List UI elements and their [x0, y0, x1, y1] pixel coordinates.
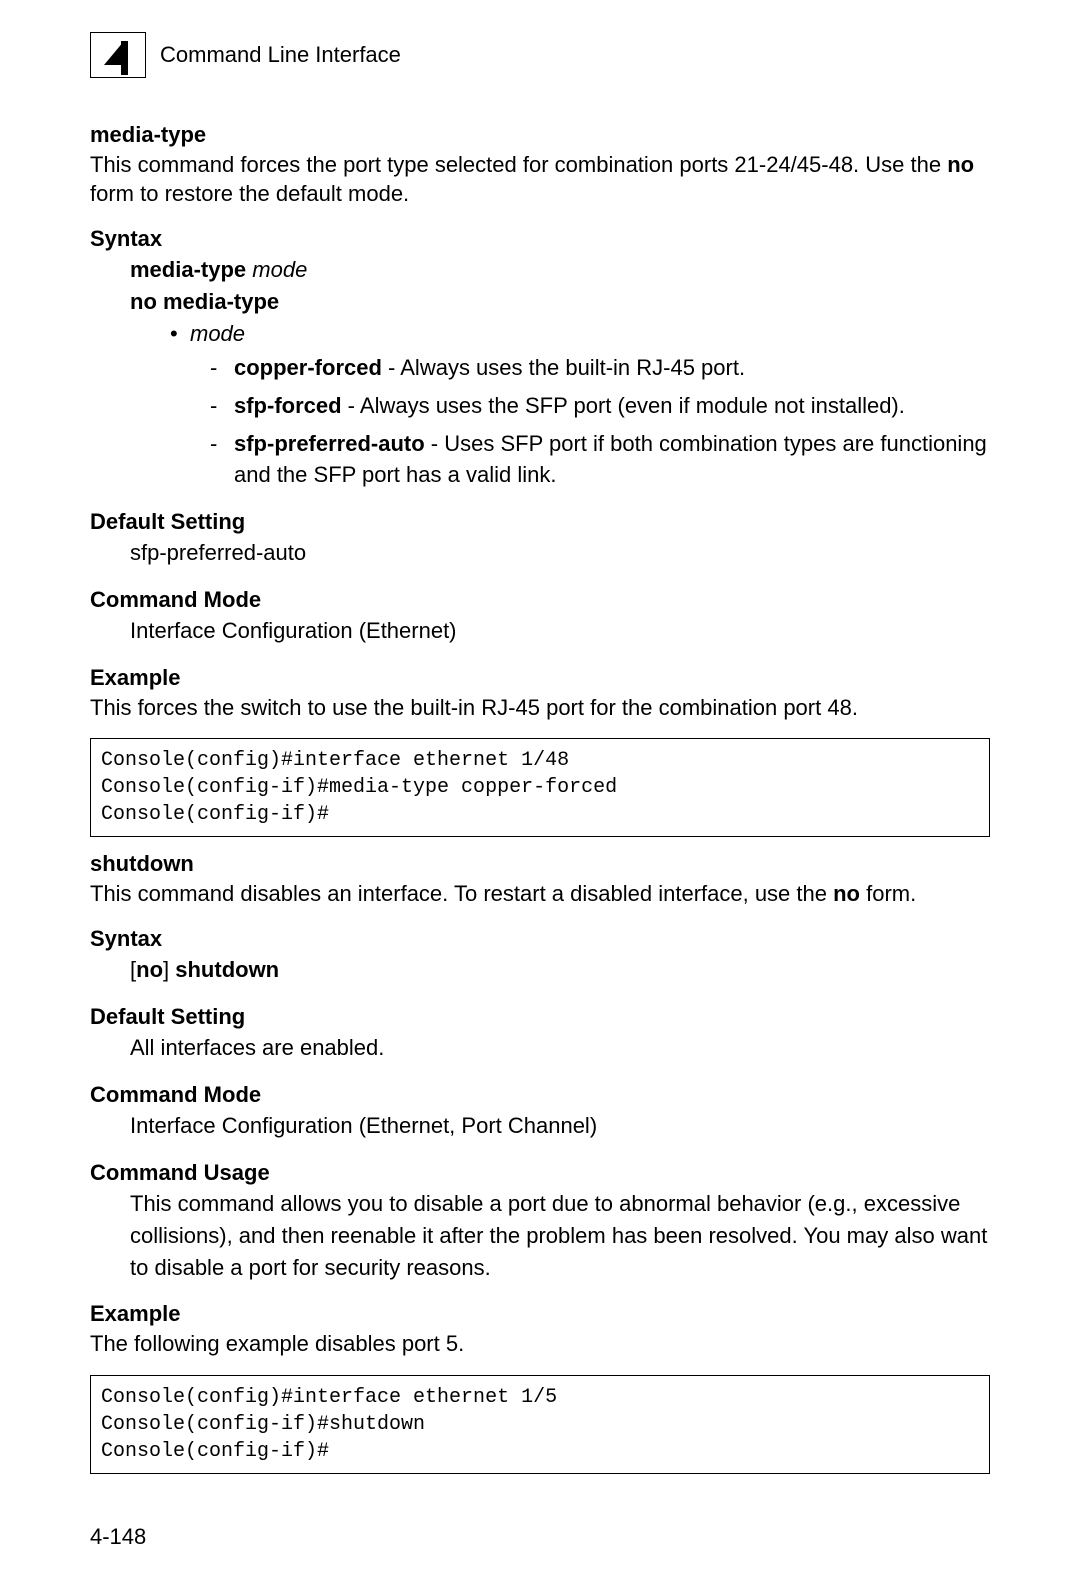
default-setting-value: All interfaces are enabled.: [130, 1032, 990, 1064]
desc-text: This command disables an interface. To r…: [90, 881, 833, 906]
option-item: - sfp-forced - Always uses the SFP port …: [210, 390, 990, 422]
param-item: • mode: [170, 318, 990, 350]
option-item: - sfp-preferred-auto - Uses SFP port if …: [210, 428, 990, 492]
page-number: 4-148: [90, 1524, 990, 1550]
command-mode-label: Command Mode: [90, 1082, 990, 1108]
desc-text: form.: [860, 881, 916, 906]
option-list: - copper-forced - Always uses the built-…: [210, 352, 990, 492]
command-description: This command disables an interface. To r…: [90, 879, 990, 908]
command-title-media-type: media-type: [90, 122, 990, 148]
option-name: copper-forced: [234, 355, 382, 380]
example-label: Example: [90, 1301, 990, 1327]
dash-icon: -: [210, 352, 234, 384]
param-name: mode: [190, 318, 990, 350]
desc-bold: no: [947, 152, 974, 177]
command-title-shutdown: shutdown: [90, 851, 990, 877]
chapter-number-icon: [90, 32, 146, 78]
dash-icon: -: [210, 390, 234, 422]
syntax-line: media-type mode: [130, 254, 990, 286]
param-label: mode: [190, 321, 245, 346]
option-text: copper-forced - Always uses the built-in…: [234, 352, 990, 384]
option-text: sfp-forced - Always uses the SFP port (e…: [234, 390, 990, 422]
syntax-label: Syntax: [90, 226, 990, 252]
page-header: Command Line Interface: [90, 32, 990, 78]
syntax-cmd: shutdown: [175, 957, 279, 982]
command-usage-text: This command allows you to disable a por…: [130, 1188, 990, 1284]
bullet-icon: •: [170, 318, 190, 350]
syntax-cmd: media-type: [130, 257, 246, 282]
command-mode-value: Interface Configuration (Ethernet): [130, 615, 990, 647]
option-desc: - Always uses the built-in RJ-45 port.: [382, 355, 745, 380]
syntax-param: mode: [246, 257, 307, 282]
command-description: This command forces the port type select…: [90, 150, 990, 208]
desc-text: form to restore the default mode.: [90, 181, 409, 206]
option-text: sfp-preferred-auto - Uses SFP port if bo…: [234, 428, 990, 492]
default-setting-value: sfp-preferred-auto: [130, 537, 990, 569]
syntax-line: no media-type: [130, 286, 990, 318]
param-list: • mode: [170, 318, 990, 350]
default-setting-label: Default Setting: [90, 1004, 990, 1030]
document-page: Command Line Interface media-type This c…: [0, 0, 1080, 1590]
example-description: The following example disables port 5.: [90, 1329, 990, 1358]
example-label: Example: [90, 665, 990, 691]
example-code-block: Console(config)#interface ethernet 1/5 C…: [90, 1375, 990, 1474]
dash-icon: -: [210, 428, 234, 492]
option-name: sfp-forced: [234, 393, 342, 418]
desc-bold: no: [833, 881, 860, 906]
syntax-line: [no] shutdown: [130, 954, 990, 986]
syntax-bracket: ]: [163, 957, 175, 982]
example-code-block: Console(config)#interface ethernet 1/48 …: [90, 738, 990, 837]
command-mode-value: Interface Configuration (Ethernet, Port …: [130, 1110, 990, 1142]
header-title: Command Line Interface: [160, 42, 401, 68]
default-setting-label: Default Setting: [90, 509, 990, 535]
syntax-label: Syntax: [90, 926, 990, 952]
syntax-cmd: no media-type: [130, 289, 279, 314]
command-mode-label: Command Mode: [90, 587, 990, 613]
option-desc: - Always uses the SFP port (even if modu…: [342, 393, 905, 418]
example-description: This forces the switch to use the built-…: [90, 693, 990, 722]
desc-text: This command forces the port type select…: [90, 152, 947, 177]
option-item: - copper-forced - Always uses the built-…: [210, 352, 990, 384]
syntax-no: no: [136, 957, 163, 982]
option-name: sfp-preferred-auto: [234, 431, 425, 456]
command-usage-label: Command Usage: [90, 1160, 990, 1186]
